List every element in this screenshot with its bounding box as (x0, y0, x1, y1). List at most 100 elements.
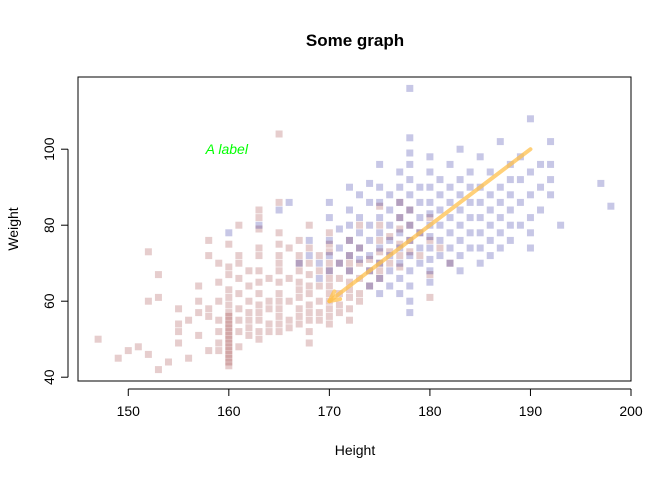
data-point-s0-168 (366, 282, 374, 290)
data-point-s0-123 (305, 301, 313, 309)
data-point-s0-74 (255, 252, 263, 260)
data-point-s1-84 (426, 210, 434, 218)
data-point-s0-164 (356, 290, 364, 298)
data-point-s0-79 (255, 309, 263, 317)
data-point-s1-14 (335, 225, 343, 233)
data-point-s1-157 (547, 160, 555, 168)
data-point-s1-154 (537, 183, 545, 191)
data-point-s0-180 (396, 214, 404, 222)
data-point-s0-84 (265, 297, 273, 305)
data-point-s0-86 (265, 320, 273, 328)
data-point-s0-58 (235, 290, 243, 298)
data-point-s1-9 (325, 198, 333, 206)
data-point-s0-80 (255, 316, 263, 324)
data-point-s0-32 (215, 278, 223, 286)
data-point-s0-43 (225, 324, 233, 332)
data-point-s0-106 (285, 324, 293, 332)
data-point-s0-157 (345, 293, 353, 301)
data-point-s1-128 (486, 221, 494, 229)
data-point-s1-58 (396, 274, 404, 282)
data-point-s1-151 (526, 229, 534, 237)
data-point-s0-1 (114, 354, 122, 362)
data-point-s0-141 (325, 290, 333, 298)
data-point-s0-154 (345, 267, 353, 275)
data-point-s1-31 (366, 236, 374, 244)
data-point-s0-98 (275, 305, 283, 313)
data-point-s0-152 (345, 252, 353, 260)
data-point-s1-62 (406, 149, 414, 157)
data-point-s0-55 (235, 252, 243, 260)
data-point-s1-82 (426, 183, 434, 191)
data-point-s0-149 (335, 301, 343, 309)
data-point-s0-133 (315, 316, 323, 324)
data-point-s1-118 (476, 153, 484, 161)
data-point-s1-110 (456, 252, 464, 260)
y-axis-label: Weight (5, 207, 21, 250)
data-point-s0-44 (225, 328, 233, 336)
data-point-s0-51 (225, 354, 233, 362)
data-point-s0-71 (255, 214, 263, 222)
data-point-s1-108 (456, 221, 464, 229)
data-point-s0-188 (406, 248, 414, 256)
data-point-s0-144 (325, 312, 333, 320)
data-point-s1-149 (526, 191, 534, 199)
data-point-s1-142 (506, 236, 514, 244)
data-point-s1-55 (396, 229, 404, 237)
data-point-s1-114 (466, 198, 474, 206)
data-point-s0-104 (285, 297, 293, 305)
data-point-s0-174 (376, 267, 384, 275)
data-point-s0-10 (164, 358, 172, 366)
data-point-s0-196 (446, 259, 454, 267)
data-point-s1-159 (547, 191, 555, 199)
data-point-s0-25 (205, 305, 213, 313)
data-point-s0-19 (195, 282, 203, 290)
data-point-s0-193 (426, 271, 434, 279)
data-point-s0-39 (225, 309, 233, 317)
data-point-s0-112 (295, 286, 303, 294)
data-point-s0-28 (215, 347, 223, 355)
data-point-s1-39 (376, 229, 384, 237)
data-point-s1-105 (456, 176, 464, 184)
data-point-s1-97 (446, 160, 454, 168)
data-point-s0-77 (255, 290, 263, 298)
data-point-s1-95 (436, 236, 444, 244)
data-point-s0-124 (305, 309, 313, 317)
data-point-s0-134 (325, 229, 333, 237)
x-tick-label-160: 160 (217, 403, 241, 419)
data-point-s1-20 (345, 236, 353, 244)
data-point-s0-110 (295, 267, 303, 275)
data-point-s0-119 (305, 259, 313, 267)
chart-title: Some graph (306, 31, 404, 50)
data-point-s1-18 (345, 206, 353, 214)
data-point-s1-107 (456, 206, 464, 214)
data-point-s0-172 (376, 248, 384, 256)
data-point-s1-5 (305, 252, 313, 260)
x-tick-label-170: 170 (318, 403, 342, 419)
data-point-s0-90 (275, 229, 283, 237)
data-point-s0-165 (356, 297, 364, 305)
data-point-s0-126 (305, 328, 313, 336)
data-point-s0-135 (325, 240, 333, 248)
data-point-s0-78 (255, 301, 263, 309)
data-point-s0-93 (275, 259, 283, 267)
data-point-s0-15 (185, 354, 193, 362)
data-point-s1-93 (436, 206, 444, 214)
data-point-s0-136 (325, 248, 333, 256)
data-point-s1-86 (426, 233, 434, 241)
data-point-s0-62 (235, 343, 243, 351)
data-point-s1-83 (426, 198, 434, 206)
data-point-s0-128 (315, 252, 323, 260)
data-point-s1-23 (356, 191, 364, 199)
data-point-s1-91 (436, 176, 444, 184)
data-point-s1-148 (526, 168, 534, 176)
data-point-s0-182 (396, 240, 404, 248)
data-point-s1-111 (456, 267, 464, 275)
data-point-s0-176 (386, 233, 394, 241)
data-point-s0-115 (295, 312, 303, 320)
data-point-s0-47 (225, 339, 233, 347)
data-point-s0-20 (195, 331, 203, 339)
data-point-s0-114 (295, 305, 303, 313)
data-point-s0-101 (275, 328, 283, 336)
